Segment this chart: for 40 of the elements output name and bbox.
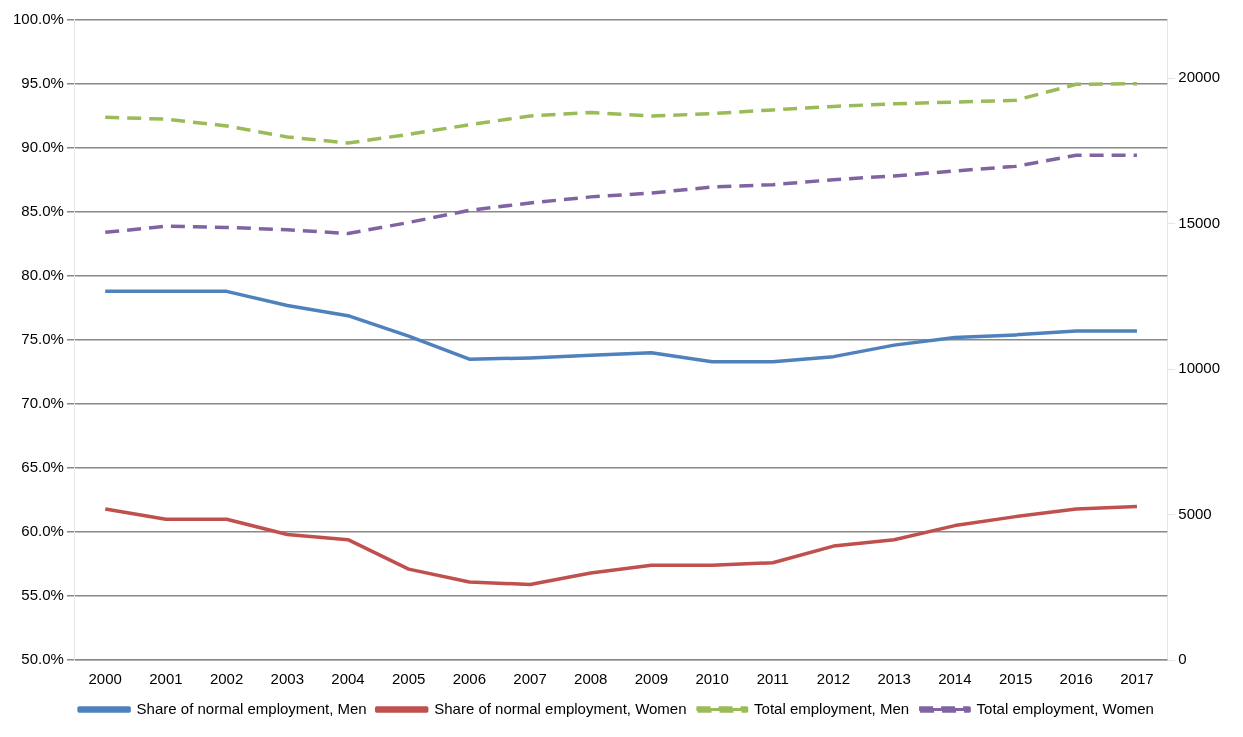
y2-tick-label: 0 bbox=[1178, 650, 1187, 668]
x-tick-label: 2007 bbox=[513, 670, 547, 688]
legend-label: Share of normal employment, Men bbox=[136, 699, 367, 717]
x-tick-label: 2009 bbox=[634, 670, 669, 688]
y2-tick-label: 15000 bbox=[1178, 213, 1221, 231]
legend-label: Share of normal employment, Women bbox=[434, 699, 687, 717]
y2-tick-label: 20000 bbox=[1178, 68, 1221, 86]
x-tick-label: 2011 bbox=[756, 670, 789, 688]
legend-label: Total employment, Men bbox=[754, 699, 910, 717]
y-tick-label: 100.0% bbox=[13, 10, 64, 28]
x-tick-label: 2017 bbox=[1120, 670, 1154, 688]
y-tick-label: 65.0% bbox=[21, 458, 64, 476]
x-tick-label: 2015 bbox=[998, 670, 1033, 688]
y2-tick-label: 10000 bbox=[1178, 359, 1221, 377]
x-tick-label: 2005 bbox=[391, 670, 426, 688]
x-tick-label: 2006 bbox=[452, 670, 487, 688]
x-tick-label: 2002 bbox=[209, 670, 244, 688]
x-tick-label: 2016 bbox=[1059, 670, 1093, 688]
y-tick-label: 55.0% bbox=[21, 586, 64, 604]
x-tick-label: 2013 bbox=[877, 670, 911, 688]
y-tick-label: 75.0% bbox=[21, 330, 64, 348]
y-tick-label: 90.0% bbox=[21, 138, 64, 156]
x-tick-label: 2010 bbox=[695, 670, 729, 688]
x-tick-label: 2001 bbox=[149, 670, 183, 688]
x-tick-label: 2004 bbox=[331, 670, 365, 688]
x-tick-label: 2008 bbox=[574, 670, 608, 688]
line-series bbox=[103, 81, 1139, 145]
y-tick-label: 70.0% bbox=[21, 394, 64, 412]
y-tick-label: 85.0% bbox=[21, 202, 64, 220]
y2-tick-label: 5000 bbox=[1178, 504, 1212, 522]
legend-label: Total employment, Women bbox=[976, 699, 1154, 717]
y-tick-label: 95.0% bbox=[21, 74, 64, 92]
x-tick-label: 2003 bbox=[270, 670, 304, 688]
y-tick-label: 60.0% bbox=[21, 522, 64, 540]
line-series bbox=[103, 153, 1139, 236]
y-tick-label: 80.0% bbox=[21, 266, 64, 284]
x-tick-label: 2012 bbox=[816, 670, 851, 688]
y-tick-label: 50.0% bbox=[21, 650, 64, 668]
x-tick-label: 2000 bbox=[88, 670, 122, 688]
x-tick-label: 2014 bbox=[938, 670, 972, 688]
